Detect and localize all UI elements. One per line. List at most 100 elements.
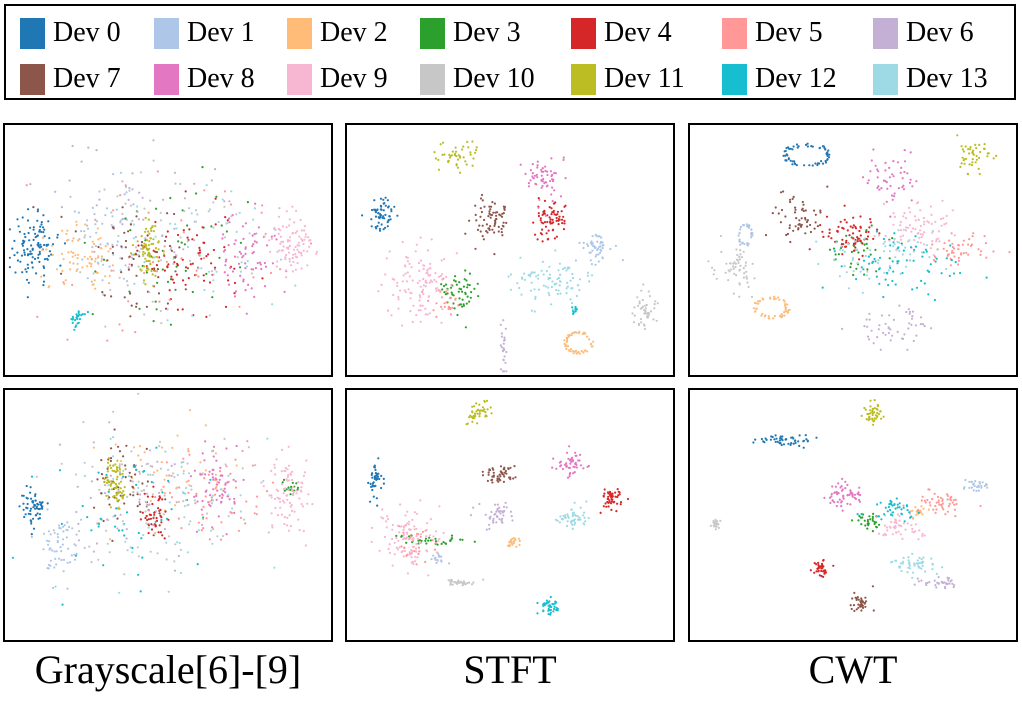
scatter-point <box>532 177 535 180</box>
scatter-point <box>727 269 730 272</box>
scatter-point <box>401 280 404 283</box>
scatter-point <box>219 538 223 541</box>
scatter-point <box>837 225 840 228</box>
scatter-point <box>882 534 885 537</box>
scatter-point <box>475 402 478 405</box>
scatter-point <box>469 153 472 156</box>
scatter-point <box>108 265 111 268</box>
scatter-point <box>155 308 158 311</box>
scatter-point <box>239 270 242 273</box>
scatter-point <box>570 334 573 337</box>
scatter-point <box>148 253 151 256</box>
scatter-point <box>530 309 533 312</box>
scatter-point <box>492 475 495 478</box>
scatter-point <box>398 531 401 534</box>
scatter-point <box>825 215 829 218</box>
scatter-point <box>561 467 564 471</box>
scatter-point <box>69 268 72 271</box>
scatter-point <box>32 238 35 241</box>
scatter-point <box>983 147 986 150</box>
scatter-point <box>233 292 236 295</box>
scatter-point <box>169 248 172 251</box>
scatter-point <box>847 287 851 290</box>
scatter-point <box>569 471 572 475</box>
scatter-point <box>409 297 412 300</box>
scatter-point <box>942 247 945 250</box>
scatter-point <box>713 522 716 526</box>
scatter-point <box>923 324 926 328</box>
scatter-point <box>773 438 776 441</box>
scatter-point <box>859 226 862 229</box>
scatter-point <box>856 262 859 265</box>
scatter-point <box>438 538 441 541</box>
scatter-point <box>473 287 476 290</box>
scatter-point <box>465 423 468 426</box>
scatter-point <box>149 513 152 517</box>
scatter-point <box>220 521 223 524</box>
scatter-point <box>962 252 965 255</box>
scatter-point <box>519 256 522 259</box>
scatter-point <box>300 254 303 257</box>
scatter-point <box>918 529 921 532</box>
scatter-point <box>590 243 593 246</box>
scatter-point <box>588 338 591 341</box>
scatter-point <box>107 282 111 285</box>
scatter-point <box>90 280 93 283</box>
scatter-point <box>656 302 659 305</box>
scatter-point <box>640 289 643 292</box>
scatter-point <box>866 182 869 185</box>
scatter-point <box>558 521 561 524</box>
scatter-point <box>975 147 978 150</box>
scatter-point <box>954 515 957 518</box>
scatter-point <box>81 258 84 261</box>
scatter-point <box>290 485 293 488</box>
scatter-point <box>115 492 118 495</box>
scatter-point <box>893 503 896 506</box>
scatter-point <box>212 248 215 252</box>
scatter-point <box>200 257 203 260</box>
scatter-point <box>488 205 491 208</box>
scatter-point <box>94 287 97 290</box>
scatter-point <box>109 437 112 440</box>
scatter-point <box>245 265 249 268</box>
scatter-point <box>404 272 407 275</box>
scatter-point <box>440 305 443 308</box>
scatter-point <box>503 336 506 339</box>
scatter-point <box>556 519 559 522</box>
scatter-point <box>130 263 133 266</box>
scatter-point <box>177 500 180 503</box>
scatter-point <box>118 499 121 502</box>
scatter-point <box>158 300 161 303</box>
scatter-point <box>547 229 550 232</box>
scatter-point <box>566 513 569 516</box>
scatter-point <box>393 553 396 556</box>
scatter-point <box>548 273 552 276</box>
scatter-point <box>608 499 611 502</box>
scatter-point <box>67 238 70 241</box>
scatter-point <box>26 296 29 299</box>
scatter-point <box>745 270 748 273</box>
scatter-point <box>462 580 465 583</box>
scatter-point <box>263 261 266 265</box>
scatter-point <box>390 210 393 213</box>
scatter-point <box>469 151 472 154</box>
series-dev-7 <box>464 193 508 256</box>
scatter-point <box>892 160 895 163</box>
scatter-point <box>891 279 894 283</box>
scatter-point <box>373 475 376 478</box>
scatter-point <box>174 182 177 185</box>
scatter-point <box>151 300 154 303</box>
scatter-point <box>567 457 570 460</box>
scatter-point <box>46 508 49 511</box>
scatter-point <box>852 604 856 607</box>
scatter-point <box>279 506 282 509</box>
scatter-point <box>806 219 809 222</box>
scatter-point <box>117 234 120 237</box>
scatter-point <box>496 503 499 506</box>
scatter-point <box>415 527 418 530</box>
scatter-point <box>146 504 149 507</box>
scatter-point <box>862 249 865 252</box>
scatter-point <box>145 239 149 242</box>
scatter-point <box>38 501 42 504</box>
scatter-point <box>145 305 148 308</box>
